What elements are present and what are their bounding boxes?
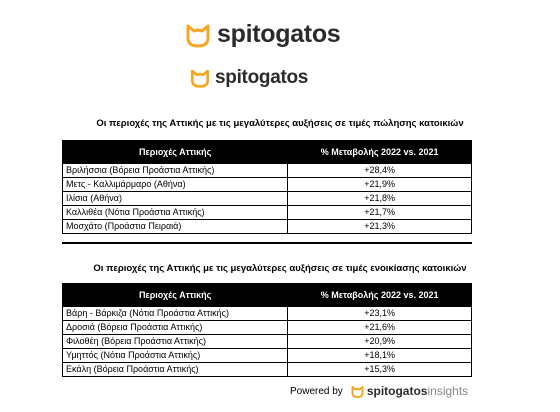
footer-suffix: insights bbox=[427, 384, 469, 398]
footer-brand: spitogatos bbox=[366, 384, 428, 398]
table-title: Οι περιοχές της Αττικής με τις μεγαλύτερ… bbox=[93, 263, 467, 274]
cat-icon bbox=[351, 385, 364, 398]
header-cell: Περιοχές Αττικής bbox=[61, 283, 289, 307]
area-cell: Βριλήσσια (Βόρεια Προάστια Αττικής) bbox=[61, 163, 289, 178]
area-cell: Βάρη - Βάρκιζα (Νότια Προάστια Αττικής) bbox=[61, 306, 289, 321]
change-cell: +18,1% bbox=[287, 348, 472, 363]
row: Ιλίσια (Αθήνα) +21,8% bbox=[61, 191, 472, 206]
change-cell: +23,1% bbox=[287, 306, 472, 321]
header-cell: % Μεταβολής 2022 vs. 2021 bbox=[287, 283, 472, 307]
row: Καλλιθέα (Νότια Προάστια Αττικής) +21,7% bbox=[61, 205, 472, 220]
change-cell: +21,7% bbox=[287, 205, 472, 220]
area-cell: Μετς - Καλλιμάρμαρο (Αθήνα) bbox=[61, 177, 289, 192]
row: Βριλήσσια (Βόρεια Προάστια Αττικής) +28,4… bbox=[61, 163, 472, 178]
row: Δροσιά (Βόρεια Προάστια Αττικής) +21,6% bbox=[61, 320, 472, 335]
area-cell: Μοσχάτο (Προάστια Πειραιά) bbox=[61, 219, 289, 234]
row: Φιλοθέη (Βόρεια Προάστια Αττικής) +20,9% bbox=[61, 334, 472, 349]
change-cell: +15,3% bbox=[287, 362, 472, 377]
area-cell: Εκάλη (Βόρεια Προάστια Αττικής) bbox=[61, 362, 289, 377]
header-cell: % Μεταβολής 2022 vs. 2021 bbox=[287, 140, 472, 164]
change-cell: +21,6% bbox=[287, 320, 472, 335]
logo-text: spitogatos bbox=[217, 20, 341, 48]
table-title: Οι περιοχές της Αττικής με τις μεγαλύτερ… bbox=[96, 118, 464, 129]
footer: Powered by spitogatos insights bbox=[290, 384, 468, 398]
change-cell: +20,9% bbox=[287, 334, 472, 349]
logo: spitogatos bbox=[185, 20, 341, 49]
header-cell: Περιοχές Αττικής bbox=[61, 140, 289, 164]
change-cell: +28,4% bbox=[287, 163, 472, 178]
header-row: Περιοχές Αττικής% Μεταβολής 2022 vs. 202… bbox=[61, 283, 472, 307]
separator bbox=[62, 242, 472, 244]
table: Περιοχές Αττικής% Μεταβολής 2022 vs. 202… bbox=[61, 140, 472, 234]
area-cell: Δροσιά (Βόρεια Προάστια Αττικής) bbox=[61, 320, 289, 335]
area-cell: Καλλιθέα (Νότια Προάστια Αττικής) bbox=[61, 205, 289, 220]
row: Βάρη - Βάρκιζα (Νότια Προάστια Αττικής) +… bbox=[61, 306, 472, 321]
row: Μετς - Καλλιμάρμαρο (Αθήνα) +21,9% bbox=[61, 177, 472, 192]
powered-by: Powered by bbox=[290, 385, 343, 397]
table: Περιοχές Αττικής% Μεταβολής 2022 vs. 202… bbox=[61, 283, 472, 377]
change-cell: +21,9% bbox=[287, 177, 472, 192]
cat-icon bbox=[186, 24, 210, 47]
row: Υμηττός (Νότια Προάστια Αττικής) +18,1% bbox=[61, 348, 472, 363]
change-cell: +21,3% bbox=[287, 219, 472, 234]
logo-text: spitogatos bbox=[215, 67, 309, 88]
area-cell: Υμηττός (Νότια Προάστια Αττικής) bbox=[61, 348, 289, 363]
area-cell: Ιλίσια (Αθήνα) bbox=[61, 191, 289, 206]
change-cell: +21,8% bbox=[287, 191, 472, 206]
header-row: Περιοχές Αττικής% Μεταβολής 2022 vs. 202… bbox=[61, 140, 472, 164]
logo: spitogatos bbox=[190, 67, 308, 89]
row: Μοσχάτο (Προάστια Πειραιά) +21,3% bbox=[61, 219, 472, 234]
row: Εκάλη (Βόρεια Προάστια Αττικής) +15,3% bbox=[61, 362, 472, 377]
cat-icon bbox=[190, 69, 210, 88]
area-cell: Φιλοθέη (Βόρεια Προάστια Αττικής) bbox=[61, 334, 289, 349]
